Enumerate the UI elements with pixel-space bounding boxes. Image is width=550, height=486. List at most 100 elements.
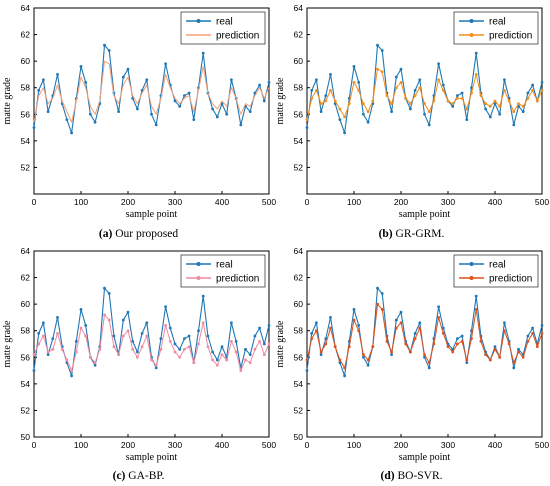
y-tick-label: 62 bbox=[294, 273, 304, 283]
data-point-real bbox=[65, 118, 69, 121]
y-tick-label: 64 bbox=[294, 246, 304, 256]
data-point-prediction bbox=[380, 308, 384, 311]
data-point-prediction bbox=[329, 88, 332, 92]
data-point-prediction bbox=[460, 96, 464, 100]
x-tick-label: 300 bbox=[441, 197, 455, 207]
data-point-prediction bbox=[183, 347, 186, 351]
x-axis-label: sample point bbox=[399, 452, 451, 463]
data-point-prediction bbox=[230, 339, 233, 343]
x-tick-label: 200 bbox=[394, 197, 408, 207]
legend-box bbox=[453, 254, 539, 288]
data-point-prediction bbox=[451, 102, 455, 106]
data-point-prediction bbox=[258, 339, 261, 343]
legend-label-real: real bbox=[489, 17, 506, 28]
data-point-real bbox=[418, 78, 422, 82]
data-point-real bbox=[154, 366, 158, 370]
data-point-real bbox=[465, 361, 469, 364]
data-point-real bbox=[366, 120, 370, 124]
data-point-real bbox=[540, 81, 544, 84]
legend-marker-real bbox=[196, 19, 201, 23]
data-point-prediction bbox=[418, 86, 422, 90]
data-point-prediction bbox=[521, 104, 525, 108]
data-point-prediction bbox=[371, 345, 375, 349]
data-point-real bbox=[474, 294, 478, 298]
data-point-prediction bbox=[103, 313, 106, 317]
data-point-real bbox=[248, 353, 252, 357]
legend-marker-real bbox=[469, 19, 474, 23]
data-point-prediction bbox=[338, 107, 342, 111]
data-point-prediction bbox=[225, 358, 229, 362]
y-axis-label: matte grade bbox=[2, 320, 13, 367]
data-point-prediction bbox=[423, 353, 426, 357]
y-tick-label: 52 bbox=[294, 405, 304, 415]
data-point-real bbox=[164, 62, 168, 66]
data-point-prediction bbox=[535, 345, 539, 349]
x-tick-label: 300 bbox=[441, 440, 455, 450]
data-point-prediction bbox=[168, 339, 172, 343]
data-point-real bbox=[56, 316, 59, 319]
data-point-prediction bbox=[98, 347, 102, 351]
chart-panel-b: 52 54 56 58 60 62 64 0 100 200 300 400 500 sample poi… bbox=[273, 0, 550, 226]
data-point-real bbox=[413, 331, 417, 335]
data-point-prediction bbox=[385, 339, 389, 343]
caption-c-text: GA-BP. bbox=[125, 470, 165, 482]
data-point-prediction bbox=[79, 326, 83, 330]
data-point-real bbox=[357, 81, 361, 84]
series-line-prediction bbox=[33, 60, 270, 123]
data-point-real bbox=[526, 334, 530, 338]
x-tick-label: 200 bbox=[121, 440, 135, 450]
data-point-real bbox=[352, 308, 356, 311]
caption-b-letter: (b) bbox=[378, 228, 393, 240]
data-point-prediction bbox=[404, 342, 408, 346]
x-axis-label: sample point bbox=[399, 209, 451, 220]
data-point-prediction bbox=[32, 353, 36, 357]
legend-label-prediction: prediction bbox=[216, 274, 259, 285]
legend-box bbox=[180, 11, 266, 45]
data-point-real bbox=[262, 99, 266, 103]
y-tick-label: 58 bbox=[21, 83, 31, 93]
data-point-real bbox=[319, 353, 323, 357]
data-point-real bbox=[70, 374, 73, 378]
data-point-prediction bbox=[456, 342, 459, 346]
data-point-prediction bbox=[338, 358, 342, 362]
data-point-real bbox=[305, 369, 309, 372]
data-point-prediction bbox=[357, 329, 361, 333]
data-point-real bbox=[215, 358, 219, 362]
data-point-prediction bbox=[446, 345, 450, 349]
data-point-prediction bbox=[206, 345, 210, 349]
data-point-real bbox=[262, 342, 266, 346]
data-point-prediction bbox=[366, 358, 370, 362]
data-point-prediction bbox=[521, 355, 525, 359]
legend-label-prediction: prediction bbox=[489, 31, 532, 42]
caption-a: (a) Our proposed bbox=[0, 228, 277, 240]
data-point-prediction bbox=[178, 355, 182, 359]
data-point-real bbox=[451, 104, 455, 108]
data-point-real bbox=[540, 324, 544, 327]
data-point-real bbox=[56, 73, 59, 76]
data-point-real bbox=[310, 331, 314, 335]
x-tick-label: 0 bbox=[305, 440, 310, 450]
legend-label-real: real bbox=[216, 260, 233, 271]
data-point-prediction bbox=[535, 99, 539, 103]
data-point-real bbox=[521, 110, 525, 114]
data-point-prediction bbox=[117, 353, 120, 357]
x-tick-label: 100 bbox=[347, 440, 361, 450]
data-point-prediction bbox=[333, 99, 337, 103]
data-point-real bbox=[512, 123, 516, 127]
data-point-prediction bbox=[427, 361, 431, 364]
data-point-prediction bbox=[394, 326, 398, 330]
y-tick-label: 50 bbox=[294, 432, 304, 442]
y-tick-label: 52 bbox=[294, 162, 304, 172]
data-point-real bbox=[441, 83, 445, 87]
data-point-real bbox=[380, 49, 384, 52]
data-point-real bbox=[362, 112, 365, 116]
data-point-real bbox=[315, 78, 318, 82]
data-point-real bbox=[531, 83, 534, 87]
data-point-prediction bbox=[305, 358, 309, 362]
data-point-prediction bbox=[470, 91, 473, 95]
y-tick-label: 58 bbox=[294, 326, 304, 336]
data-point-real bbox=[159, 337, 163, 341]
data-point-prediction bbox=[503, 329, 506, 333]
data-point-prediction bbox=[380, 70, 384, 74]
data-point-prediction bbox=[239, 369, 243, 372]
